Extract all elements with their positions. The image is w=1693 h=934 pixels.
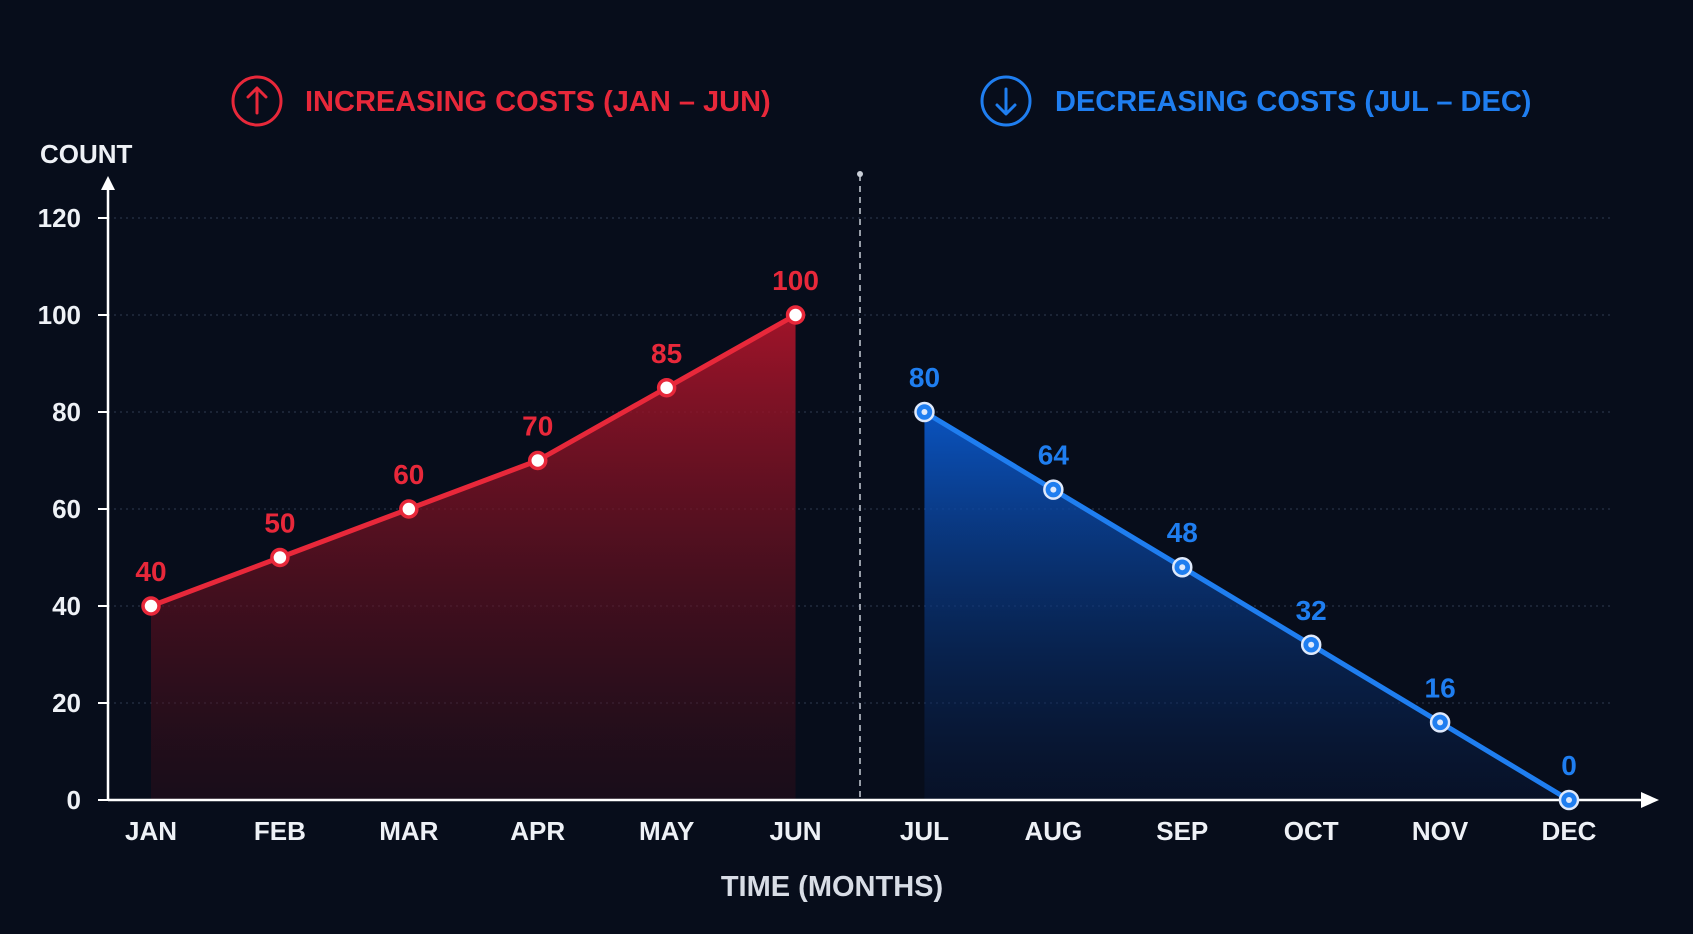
y-tick-label: 120 bbox=[38, 203, 81, 233]
x-tick-label: NOV bbox=[1412, 816, 1469, 846]
data-label: 40 bbox=[135, 556, 166, 587]
data-point bbox=[270, 547, 290, 568]
x-axis-title: TIME (MONTHS) bbox=[721, 871, 943, 903]
legend-decreasing-label: DECREASING COSTS (JUL – DEC) bbox=[1055, 86, 1531, 118]
series-line-decreasing bbox=[921, 409, 1572, 803]
series-line-increasing bbox=[148, 312, 799, 609]
data-point bbox=[527, 450, 548, 471]
legend-decreasing: DECREASING COSTS (JUL – DEC) bbox=[980, 75, 1531, 127]
tick-labels: 0 20 40 60 80 100 120 JAN FEB MAR APR MAY JUN JUL AUG S… bbox=[38, 203, 1597, 846]
data-point-center bbox=[1566, 797, 1572, 803]
data-point bbox=[785, 305, 806, 325]
data-point-center bbox=[1437, 719, 1444, 726]
y-tick-label: 20 bbox=[52, 688, 81, 718]
y-tick-label: 0 bbox=[67, 785, 81, 815]
data-label: 16 bbox=[1425, 672, 1456, 703]
data-label: 85 bbox=[651, 338, 682, 369]
x-tick-label: JUN bbox=[770, 816, 822, 846]
x-tick-label: SEP bbox=[1156, 816, 1208, 846]
y-tick-label: 80 bbox=[52, 397, 81, 427]
period-divider-cap bbox=[857, 171, 863, 177]
x-tick-label: JAN bbox=[125, 816, 177, 846]
series-areas bbox=[151, 315, 1569, 800]
axes bbox=[98, 176, 1659, 808]
x-tick-label: MAR bbox=[379, 816, 438, 846]
data-label: 0 bbox=[1561, 750, 1577, 781]
x-tick-label: OCT bbox=[1284, 816, 1339, 846]
x-axis-arrowhead bbox=[1641, 792, 1659, 808]
y-axis-title: COUNT bbox=[40, 139, 133, 169]
arrow-up-circle-icon bbox=[231, 75, 283, 127]
data-label: 48 bbox=[1167, 517, 1198, 548]
data-point-center bbox=[1050, 486, 1057, 493]
series-area-decreasing bbox=[924, 412, 1569, 800]
data-point bbox=[399, 499, 419, 519]
gridlines bbox=[108, 171, 1612, 800]
x-tick-label: APR bbox=[510, 816, 565, 846]
data-label: 64 bbox=[1038, 440, 1070, 471]
data-label: 80 bbox=[909, 362, 940, 393]
x-tick-label: DEC bbox=[1542, 816, 1597, 846]
data-point bbox=[656, 378, 677, 398]
y-tick-label: 100 bbox=[38, 300, 81, 330]
legend-increasing: INCREASING COSTS (JAN – JUN) bbox=[231, 75, 771, 127]
data-point-center bbox=[1179, 564, 1186, 571]
data-points bbox=[141, 305, 1580, 811]
data-point bbox=[141, 596, 161, 616]
x-tick-label: FEB bbox=[254, 816, 306, 846]
legend-increasing-label: INCREASING COSTS (JAN – JUN) bbox=[305, 86, 771, 118]
y-tick-label: 40 bbox=[52, 591, 81, 621]
data-label: 60 bbox=[393, 459, 424, 490]
arrow-down-circle-icon bbox=[980, 75, 1032, 127]
y-axis-arrowhead bbox=[101, 176, 115, 190]
data-point-center bbox=[1308, 641, 1315, 648]
data-label: 32 bbox=[1296, 595, 1327, 626]
data-label: 70 bbox=[522, 411, 553, 442]
data-point-center bbox=[921, 409, 928, 415]
data-label: 50 bbox=[264, 508, 295, 539]
series-lines bbox=[148, 312, 1572, 803]
x-tick-label: JUL bbox=[900, 816, 949, 846]
x-tick-label: AUG bbox=[1024, 816, 1082, 846]
data-label: 100 bbox=[772, 265, 819, 296]
y-tick-label: 60 bbox=[52, 494, 81, 524]
data-labels: 40 50 60 70 85 100 80 64 48 32 16 0 bbox=[135, 265, 1576, 781]
x-tick-label: MAY bbox=[639, 816, 694, 846]
series-area-increasing bbox=[151, 315, 796, 800]
